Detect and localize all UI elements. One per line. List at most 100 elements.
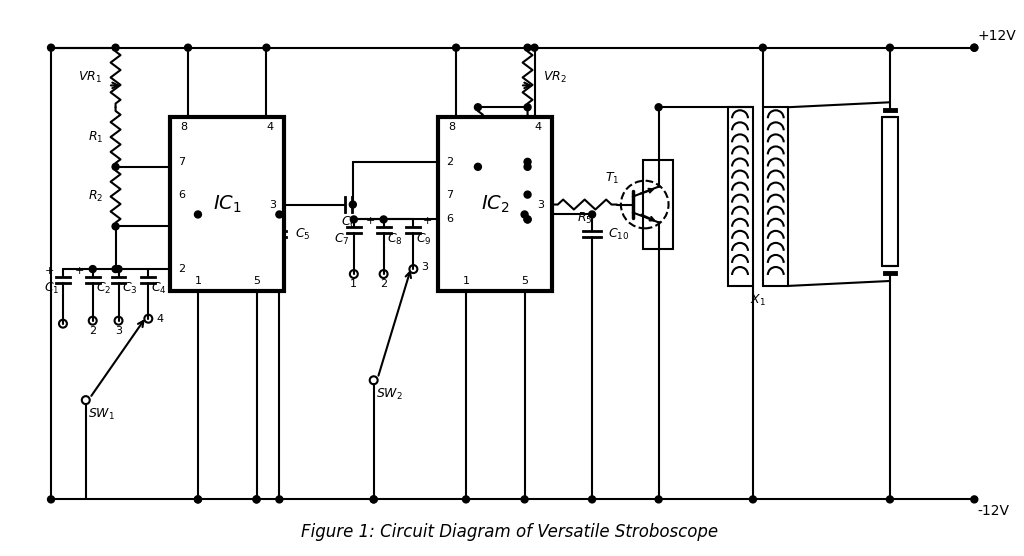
Text: $IC_2$: $IC_2$ [481,193,510,215]
Text: +: + [366,216,375,226]
Text: $C_4$: $C_4$ [152,281,167,296]
Circle shape [47,44,54,51]
Circle shape [253,496,260,503]
Circle shape [887,496,893,503]
Circle shape [275,496,283,503]
Circle shape [521,496,528,503]
Text: 8: 8 [449,122,456,132]
Bar [170,117,285,291]
Text: $T_1$: $T_1$ [604,171,618,186]
Text: 2: 2 [178,264,185,274]
Bar [438,117,552,291]
Circle shape [112,266,119,272]
Text: -12V: -12V [977,504,1010,518]
Text: 2: 2 [89,326,96,336]
Circle shape [184,44,191,51]
Circle shape [275,211,283,218]
Circle shape [760,44,766,51]
Text: $R_3$: $R_3$ [451,130,466,145]
Circle shape [521,211,528,218]
Text: 7: 7 [178,157,185,167]
Circle shape [524,104,531,111]
Text: +: + [75,266,84,276]
Text: 3: 3 [115,326,122,336]
Circle shape [589,496,596,503]
Circle shape [750,496,757,503]
Circle shape [463,496,469,503]
Circle shape [524,44,531,51]
Circle shape [655,496,663,503]
Text: 4: 4 [267,122,274,132]
Text: $C_8$: $C_8$ [387,232,402,247]
Text: $R_2$: $R_2$ [88,189,103,204]
Circle shape [524,216,531,223]
Circle shape [524,163,531,170]
Bar [643,160,673,249]
Text: $C_3$: $C_3$ [122,281,137,296]
Circle shape [371,496,377,503]
Text: 5: 5 [253,276,260,286]
Circle shape [531,44,538,51]
Circle shape [253,496,260,503]
Text: 3: 3 [421,262,428,272]
Circle shape [453,44,460,51]
Text: $VR_2$: $VR_2$ [544,70,567,85]
Circle shape [524,191,531,198]
Text: 6: 6 [178,190,185,200]
Text: 3: 3 [537,200,544,210]
Text: $C_2$: $C_2$ [95,281,111,296]
Circle shape [112,44,119,51]
Text: $SW_2$: $SW_2$ [376,386,402,401]
Circle shape [195,496,202,503]
Text: Figure 1: Circuit Diagram of Versatile Stroboscope: Figure 1: Circuit Diagram of Versatile S… [301,523,718,541]
Text: 1: 1 [349,279,356,289]
Circle shape [655,104,663,111]
Circle shape [371,496,377,503]
Text: 1: 1 [463,276,470,286]
Text: +: + [422,216,432,226]
Circle shape [971,496,978,503]
Text: 5: 5 [521,276,528,286]
Circle shape [112,223,119,230]
Text: 3: 3 [269,200,275,210]
Text: $SW_1$: $SW_1$ [88,406,115,421]
Circle shape [263,44,270,51]
Text: 4: 4 [535,122,542,132]
Text: $R_4$: $R_4$ [540,159,555,175]
Text: +: + [45,266,54,276]
Circle shape [112,163,119,170]
Circle shape [474,163,481,170]
Text: 1: 1 [195,276,202,286]
Text: $R_1$: $R_1$ [88,130,103,145]
Circle shape [971,44,978,51]
Bar [728,107,753,286]
Circle shape [195,496,202,503]
Text: $C_1$: $C_1$ [43,281,59,296]
Circle shape [47,496,54,503]
Bar [763,107,787,286]
Circle shape [89,266,96,272]
Text: $C_7$: $C_7$ [334,232,350,247]
Text: 2: 2 [446,157,454,167]
Text: $C_{10}$: $C_{10}$ [608,227,630,242]
Text: $R_5$: $R_5$ [577,211,593,226]
Circle shape [350,216,357,223]
Text: 2: 2 [380,279,387,289]
Text: $X_1$: $X_1$ [750,293,766,309]
Text: $VR_1$: $VR_1$ [78,70,101,85]
Text: $C_9$: $C_9$ [417,232,432,247]
Circle shape [349,201,356,208]
Text: +12V: +12V [977,29,1016,43]
Circle shape [380,216,387,223]
Circle shape [195,211,202,218]
Circle shape [474,104,481,111]
Circle shape [589,211,596,218]
Circle shape [971,44,978,51]
Text: 4: 4 [157,314,164,324]
Bar [882,117,898,266]
Text: 6: 6 [446,215,454,225]
Circle shape [115,266,122,272]
Circle shape [524,158,531,165]
Circle shape [887,44,893,51]
Text: 7: 7 [446,190,454,200]
